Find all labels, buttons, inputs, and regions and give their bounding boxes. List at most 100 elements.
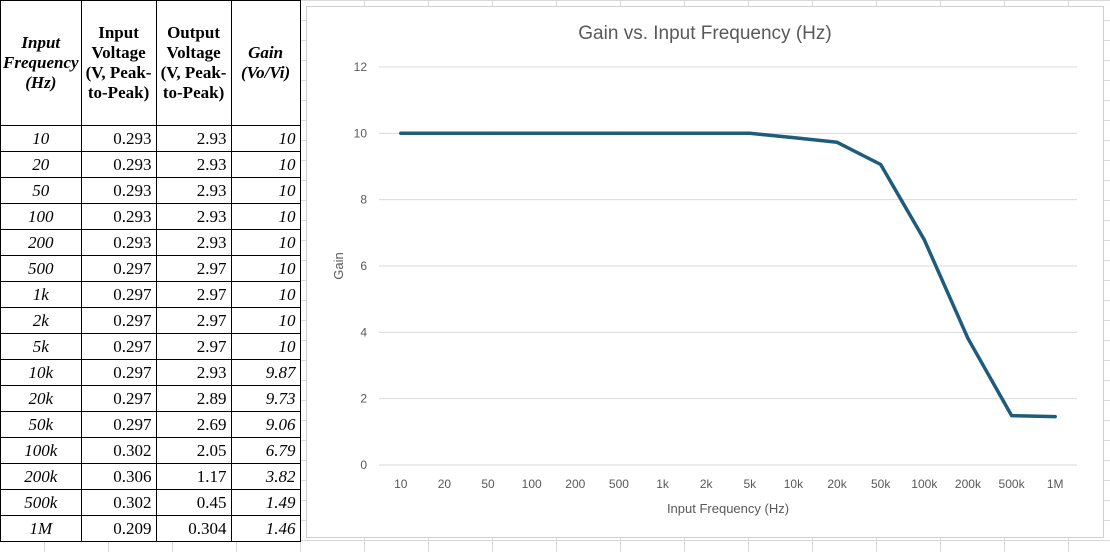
cell-gain[interactable]: 10 bbox=[230, 151, 301, 178]
x-tick-label: 20k bbox=[827, 477, 847, 491]
cell-input-voltage[interactable]: 0.297 bbox=[80, 281, 157, 308]
cell-frequency[interactable]: 5k bbox=[0, 333, 82, 360]
x-tick-label: 1k bbox=[656, 477, 670, 491]
header-gain[interactable]: Gain (Vo/Vi) bbox=[230, 0, 301, 126]
x-tick-label: 500k bbox=[999, 477, 1026, 491]
table-row: 100k 0.302 2.05 6.79 bbox=[0, 437, 301, 464]
x-tick-label: 5k bbox=[743, 477, 757, 491]
cell-output-voltage[interactable]: 2.69 bbox=[155, 411, 232, 438]
cell-frequency[interactable]: 200k bbox=[0, 463, 82, 490]
cell-output-voltage[interactable]: 2.93 bbox=[155, 177, 232, 204]
cell-frequency[interactable]: 500 bbox=[0, 255, 82, 282]
cell-output-voltage[interactable]: 2.97 bbox=[155, 281, 232, 308]
cell-frequency[interactable]: 1k bbox=[0, 281, 82, 308]
cell-gain[interactable]: 10 bbox=[230, 281, 301, 308]
cell-gain[interactable]: 9.06 bbox=[230, 411, 301, 438]
cell-frequency[interactable]: 1M bbox=[0, 515, 82, 542]
x-tick-label: 1M bbox=[1047, 477, 1064, 491]
cell-output-voltage[interactable]: 2.97 bbox=[155, 333, 232, 360]
cell-input-voltage[interactable]: 0.297 bbox=[80, 411, 157, 438]
header-input-frequency[interactable]: Input Frequency (Hz) bbox=[0, 0, 82, 126]
cell-frequency[interactable]: 2k bbox=[0, 307, 82, 334]
table-row: 50k 0.297 2.69 9.06 bbox=[0, 411, 301, 438]
data-point bbox=[1053, 415, 1057, 419]
cell-input-voltage[interactable]: 0.297 bbox=[80, 307, 157, 334]
cell-input-voltage[interactable]: 0.306 bbox=[80, 463, 157, 490]
cell-frequency[interactable]: 50k bbox=[0, 411, 82, 438]
cell-input-voltage[interactable]: 0.297 bbox=[80, 359, 157, 386]
y-tick-label: 0 bbox=[360, 458, 367, 472]
cell-frequency[interactable]: 50 bbox=[0, 177, 82, 204]
cell-input-voltage[interactable]: 0.297 bbox=[80, 255, 157, 282]
cell-output-voltage[interactable]: 0.45 bbox=[155, 489, 232, 516]
cell-gain[interactable]: 1.49 bbox=[230, 489, 301, 516]
cell-output-voltage[interactable]: 2.93 bbox=[155, 151, 232, 178]
data-point bbox=[704, 131, 708, 135]
cell-input-voltage[interactable]: 0.293 bbox=[80, 229, 157, 256]
x-tick-label: 2k bbox=[700, 477, 714, 491]
cell-gain[interactable]: 10 bbox=[230, 125, 301, 152]
cell-input-voltage[interactable]: 0.302 bbox=[80, 489, 157, 516]
cell-gain[interactable]: 9.87 bbox=[230, 359, 301, 386]
cell-frequency[interactable]: 100 bbox=[0, 203, 82, 230]
data-point bbox=[617, 131, 621, 135]
cell-gain[interactable]: 10 bbox=[230, 229, 301, 256]
cell-output-voltage[interactable]: 2.93 bbox=[155, 359, 232, 386]
cell-output-voltage[interactable]: 0.304 bbox=[155, 515, 232, 542]
data-point bbox=[748, 131, 752, 135]
data-point bbox=[1010, 414, 1014, 418]
cell-output-voltage[interactable]: 2.05 bbox=[155, 437, 232, 464]
cell-output-voltage[interactable]: 2.93 bbox=[155, 229, 232, 256]
cell-frequency[interactable]: 10 bbox=[0, 125, 82, 152]
x-axis-label: Input Frequency (Hz) bbox=[667, 501, 789, 516]
data-point bbox=[442, 131, 446, 135]
table-row: 10 0.293 2.93 10 bbox=[0, 125, 301, 152]
cell-frequency[interactable]: 20k bbox=[0, 385, 82, 412]
cell-gain[interactable]: 1.46 bbox=[230, 515, 301, 542]
data-point bbox=[399, 131, 403, 135]
cell-input-voltage[interactable]: 0.209 bbox=[80, 515, 157, 542]
table-row: 50 0.293 2.93 10 bbox=[0, 177, 301, 204]
cell-frequency[interactable]: 100k bbox=[0, 437, 82, 464]
cell-output-voltage[interactable]: 2.93 bbox=[155, 125, 232, 152]
table-row: 2k 0.297 2.97 10 bbox=[0, 307, 301, 334]
cell-gain[interactable]: 10 bbox=[230, 307, 301, 334]
cell-frequency[interactable]: 10k bbox=[0, 359, 82, 386]
cell-gain[interactable]: 3.82 bbox=[230, 463, 301, 490]
cell-gain[interactable]: 10 bbox=[230, 333, 301, 360]
cell-output-voltage[interactable]: 2.89 bbox=[155, 385, 232, 412]
data-point bbox=[573, 131, 577, 135]
x-tick-label: 200 bbox=[565, 477, 585, 491]
cell-gain[interactable]: 10 bbox=[230, 255, 301, 282]
cell-frequency[interactable]: 200 bbox=[0, 229, 82, 256]
y-tick-label: 6 bbox=[360, 259, 367, 273]
y-axis-label: Gain bbox=[331, 252, 346, 279]
cell-input-voltage[interactable]: 0.297 bbox=[80, 333, 157, 360]
cell-output-voltage[interactable]: 2.93 bbox=[155, 203, 232, 230]
table-row: 500k 0.302 0.45 1.49 bbox=[0, 489, 301, 516]
cell-frequency[interactable]: 500k bbox=[0, 489, 82, 516]
cell-output-voltage[interactable]: 1.17 bbox=[155, 463, 232, 490]
y-tick-label: 12 bbox=[354, 60, 368, 74]
cell-input-voltage[interactable]: 0.293 bbox=[80, 151, 157, 178]
cell-input-voltage[interactable]: 0.293 bbox=[80, 203, 157, 230]
cell-frequency[interactable]: 20 bbox=[0, 151, 82, 178]
cell-input-voltage[interactable]: 0.293 bbox=[80, 125, 157, 152]
cell-output-voltage[interactable]: 2.97 bbox=[155, 307, 232, 334]
cell-input-voltage[interactable]: 0.293 bbox=[80, 177, 157, 204]
cell-gain[interactable]: 10 bbox=[230, 203, 301, 230]
x-tick-label: 10 bbox=[394, 477, 408, 491]
cell-input-voltage[interactable]: 0.302 bbox=[80, 437, 157, 464]
header-output-voltage[interactable]: Output Voltage (V, Peak-to-Peak) bbox=[155, 0, 232, 126]
cell-gain[interactable]: 10 bbox=[230, 177, 301, 204]
cell-gain[interactable]: 9.73 bbox=[230, 385, 301, 412]
x-tick-label: 50k bbox=[871, 477, 891, 491]
data-point bbox=[486, 131, 490, 135]
data-table: Input Frequency (Hz) Input Voltage (V, P… bbox=[0, 0, 301, 542]
header-input-voltage[interactable]: Input Voltage (V, Peak-to-Peak) bbox=[80, 0, 157, 126]
table-row: 500 0.297 2.97 10 bbox=[0, 255, 301, 282]
cell-gain[interactable]: 6.79 bbox=[230, 437, 301, 464]
cell-output-voltage[interactable]: 2.97 bbox=[155, 255, 232, 282]
chart-panel[interactable]: 0 2 4 6 8 10 12 10 20 50 100 200 500 1k 2k 5k 10k 20k 50k 1… bbox=[306, 6, 1104, 538]
cell-input-voltage[interactable]: 0.297 bbox=[80, 385, 157, 412]
